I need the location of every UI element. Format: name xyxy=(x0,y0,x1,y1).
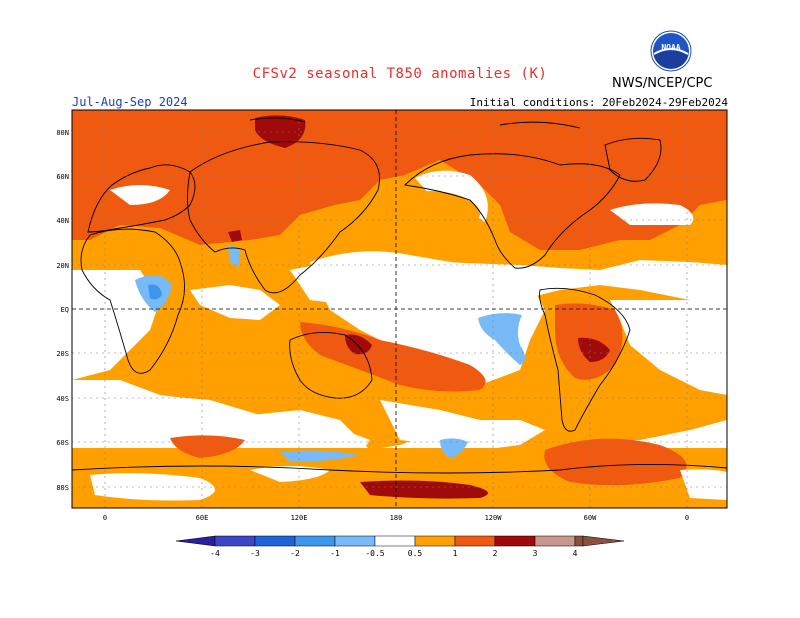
anomaly-arctic-darkred xyxy=(255,115,306,148)
legend-label: 4 xyxy=(573,549,578,558)
agency-label: NWS/NCEP/CPC xyxy=(612,76,713,91)
legend-bin-arrow-low xyxy=(175,535,216,547)
anomaly-sa-darkred xyxy=(578,337,610,362)
initial-conditions-label: Initial conditions: 20Feb2024-29Feb2024 xyxy=(469,96,728,109)
anomaly-ant-red xyxy=(544,438,687,486)
anomaly-ant-white xyxy=(90,473,215,501)
anomaly-nh-red xyxy=(72,110,727,250)
anomaly-ant-darkred xyxy=(360,480,488,499)
legend-bin xyxy=(574,535,584,547)
legend-labels: -4 -3 -2 -1 -0.5 0.5 1 2 3 4 xyxy=(210,549,577,558)
anomaly-ant-white-3 xyxy=(680,469,727,500)
legend-bin xyxy=(374,535,416,547)
lon-label: 120W xyxy=(485,514,503,522)
anomaly-tropical-white xyxy=(310,251,545,385)
anomaly-so-white xyxy=(72,395,370,460)
coast-europe xyxy=(87,164,196,233)
anomaly-sa-red xyxy=(555,303,623,380)
anomaly-nh-white-asia xyxy=(110,185,170,205)
anomaly-sio-red xyxy=(170,435,245,458)
longitude-labels: 0 60E 120E 180 120W 60W 0 xyxy=(103,514,689,522)
map-background xyxy=(72,110,727,508)
legend-bin-arrow-high xyxy=(582,535,625,547)
coast-arctic-islands xyxy=(249,117,581,129)
anomaly-so-orange xyxy=(72,448,727,508)
coastlines xyxy=(72,117,727,474)
legend-label: 0.5 xyxy=(408,549,423,558)
coast-north-america xyxy=(404,153,621,269)
map-frame xyxy=(71,109,728,509)
legend-label: -2 xyxy=(290,549,300,558)
lat-label: EQ xyxy=(61,306,69,314)
legend-bin xyxy=(494,535,536,547)
legend-bin xyxy=(214,535,256,547)
legend-label: -0.5 xyxy=(365,549,384,558)
legend-bin xyxy=(534,535,576,547)
anomaly-indian-white-2 xyxy=(190,285,280,320)
anomaly-indian-white xyxy=(72,270,160,380)
anomaly-asia-darkred xyxy=(228,230,242,242)
anomaly-so-white-2 xyxy=(380,400,545,450)
coast-africa xyxy=(80,228,185,374)
anomaly-so-blue xyxy=(440,438,468,458)
lon-label: 0 xyxy=(103,514,107,522)
coast-south-america xyxy=(539,287,631,432)
anomaly-so-blue-2 xyxy=(280,450,360,462)
anomaly-pacific-white-2 xyxy=(400,191,480,225)
lat-label: 20S xyxy=(56,350,69,358)
noaa-logo-icon: NOAA xyxy=(650,30,692,72)
map-grid xyxy=(72,110,727,508)
lon-label: 0 xyxy=(685,514,689,522)
anomaly-ant-white-2 xyxy=(250,466,330,482)
lon-label: 120E xyxy=(291,514,308,522)
legend-label: 3 xyxy=(533,549,538,558)
coast-australia xyxy=(289,331,373,399)
coast-greenland xyxy=(604,137,662,182)
legend-label: 1 xyxy=(453,549,458,558)
anomaly-sp-darkred xyxy=(345,334,372,355)
lat-label: 80N xyxy=(56,129,69,137)
lat-label: 60N xyxy=(56,173,69,181)
lat-label: 40N xyxy=(56,217,69,225)
legend-bin xyxy=(414,535,456,547)
anomaly-pacific-white xyxy=(415,170,488,222)
legend-label: 2 xyxy=(493,549,498,558)
legend-label: -1 xyxy=(330,549,340,558)
anomaly-africa-blue xyxy=(135,275,172,312)
legend-label: -4 xyxy=(210,549,220,558)
latitude-labels: 80N 60N 40N 20N EQ 20S 40S 60S 80S xyxy=(56,129,69,492)
anomaly-nh-orange xyxy=(72,110,727,270)
legend-bin xyxy=(334,535,376,547)
coast-asia xyxy=(187,141,380,294)
anomaly-nh-white-atl xyxy=(610,203,694,225)
noaa-logo-text: NOAA xyxy=(661,43,680,52)
color-legend xyxy=(175,535,625,547)
anomaly-sp-red xyxy=(300,322,486,392)
lat-label: 80S xyxy=(56,484,69,492)
lon-label: 60W xyxy=(584,514,597,522)
lon-label: 180 xyxy=(390,514,403,522)
anomaly-tropical-orange xyxy=(72,260,727,470)
lat-label: 60S xyxy=(56,439,69,447)
anomaly-atl-white xyxy=(610,300,727,395)
anomaly-pacific-blue xyxy=(478,313,525,365)
coast-antarctica xyxy=(72,463,727,474)
map-title: CFSv2 seasonal T850 anomalies (K) xyxy=(252,66,548,82)
season-label: Jul-Aug-Sep 2024 xyxy=(72,95,188,109)
legend-bin xyxy=(454,535,496,547)
anomaly-africa-blue-dark xyxy=(148,284,162,300)
lat-label: 20N xyxy=(56,262,69,270)
lon-label: 60E xyxy=(196,514,209,522)
anomaly-india-blue xyxy=(228,245,240,268)
legend-label: -3 xyxy=(250,549,260,558)
legend-bin xyxy=(254,535,296,547)
lat-label: 40S xyxy=(56,395,69,403)
legend-bin xyxy=(294,535,336,547)
